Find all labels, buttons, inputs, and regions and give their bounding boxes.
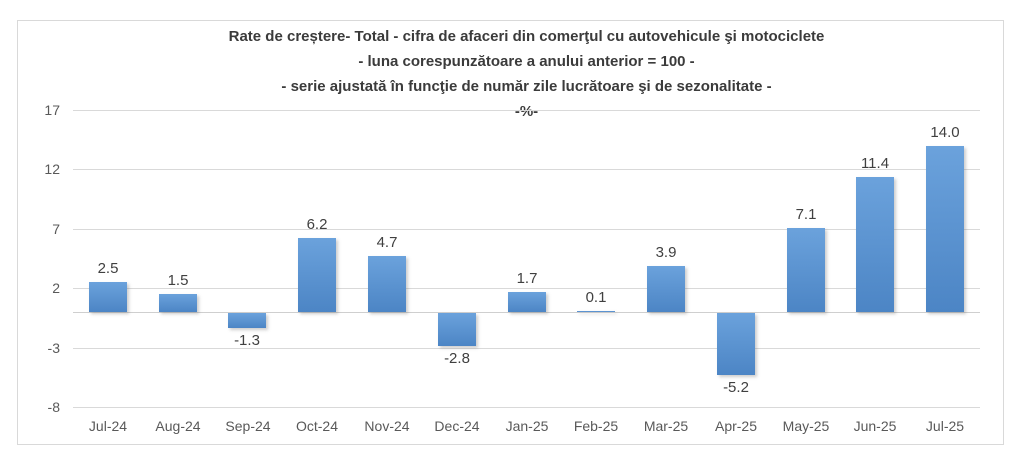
x-axis-label-Dec-24: Dec-24 (434, 418, 480, 434)
x-axis-label-Oct-24: Oct-24 (295, 418, 338, 434)
x-axis-label-Mar-25: Mar-25 (643, 418, 689, 434)
y-axis-label-7: 7 (52, 221, 60, 237)
gridline-y-12 (73, 169, 980, 170)
data-label-Mar-25: 3.9 (655, 244, 677, 261)
gridline-y--3 (73, 348, 980, 349)
y-axis-label-17: 17 (44, 102, 60, 118)
bar-Mar-25 (647, 266, 685, 312)
x-axis-zero-line (73, 312, 980, 313)
data-label-May-25: 7.1 (795, 206, 817, 223)
bar-Sep-24 (228, 313, 266, 328)
x-axis-label-Feb-25: Feb-25 (573, 418, 619, 434)
bar-Aug-24 (159, 294, 197, 312)
data-label-Jan-25: 1.7 (516, 270, 538, 287)
data-label-Dec-24: -2.8 (444, 350, 470, 367)
data-label-Aug-24: 1.5 (167, 272, 189, 289)
chart-frame (17, 20, 1004, 445)
y-axis-label-12: 12 (44, 161, 60, 177)
x-axis-label-Jan-25: Jan-25 (505, 418, 549, 434)
x-axis-label-Nov-24: Nov-24 (364, 418, 410, 434)
data-label-Jul-25: 14.0 (930, 124, 960, 141)
bar-Jul-24 (89, 282, 127, 312)
y-axis-label-2: 2 (52, 280, 60, 296)
data-label-Sep-24: -1.3 (234, 332, 260, 349)
gridline-y-7 (73, 229, 980, 230)
chart-title: Rate de creștere- Total - cifra de aface… (73, 24, 980, 124)
chart-title-line-2: - luna corespunzătoare a anului anterior… (358, 53, 695, 70)
chart-title-line-4: -%- (514, 103, 539, 120)
bar-Jan-25 (508, 292, 546, 312)
chart-title-line-3: - serie ajustată în funcţie de număr zil… (281, 78, 772, 95)
data-label-Nov-24: 4.7 (376, 234, 398, 251)
data-label-Apr-25: -5.2 (723, 379, 749, 396)
bar-Dec-24 (438, 313, 476, 346)
chart-title-line-1: Rate de creștere- Total - cifra de aface… (228, 28, 825, 45)
data-label-Jun-25: 11.4 (860, 155, 890, 172)
x-axis-label-Jun-25: Jun-25 (853, 418, 897, 434)
x-axis-label-Aug-24: Aug-24 (155, 418, 201, 434)
bar-Nov-24 (368, 256, 406, 312)
x-axis-label-Jul-24: Jul-24 (88, 418, 128, 434)
data-label-Jul-24: 2.5 (97, 260, 119, 277)
x-axis-label-Jul-25: Jul-25 (925, 418, 965, 434)
bar-May-25 (787, 228, 825, 312)
x-axis-label-Apr-25: Apr-25 (714, 418, 758, 434)
y-axis-label--8: -8 (47, 399, 60, 415)
gridline-y-17 (73, 110, 980, 111)
gridline-y-2 (73, 288, 980, 289)
gridline-y--8 (73, 407, 980, 408)
data-label-Feb-25: 0.1 (585, 289, 607, 306)
x-axis-label-Sep-24: Sep-24 (225, 418, 271, 434)
bar-Oct-24 (298, 238, 336, 312)
x-axis-label-May-25: May-25 (782, 418, 830, 434)
data-label-Oct-24: 6.2 (306, 216, 328, 233)
bar-Apr-25 (717, 313, 755, 375)
bar-Jul-25 (926, 146, 964, 312)
bar-Feb-25 (577, 311, 615, 312)
bar-Jun-25 (856, 177, 894, 312)
y-axis-label--3: -3 (47, 340, 60, 356)
